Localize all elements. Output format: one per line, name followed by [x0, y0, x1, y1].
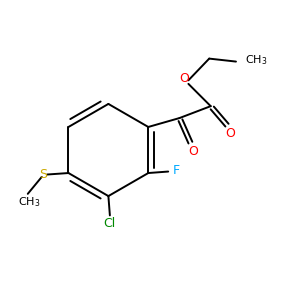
- Text: O: O: [188, 145, 198, 158]
- Text: CH$_3$: CH$_3$: [18, 195, 40, 209]
- Text: F: F: [172, 164, 179, 178]
- Text: O: O: [179, 72, 189, 85]
- Text: S: S: [39, 168, 46, 181]
- Text: CH$_3$: CH$_3$: [245, 53, 267, 67]
- Text: O: O: [225, 127, 235, 140]
- Text: Cl: Cl: [104, 217, 116, 230]
